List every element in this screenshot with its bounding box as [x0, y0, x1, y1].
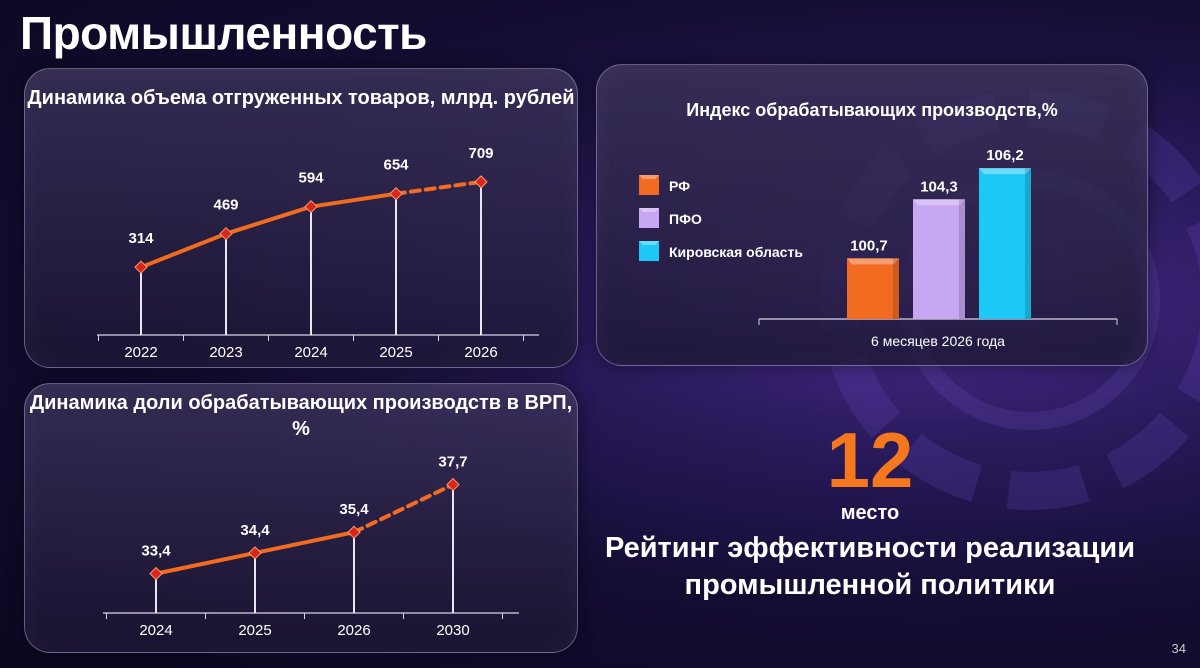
page-title: Промышленность — [20, 7, 427, 59]
shipped-goods-panel: Динамика объема отгруженных товаров, млр… — [24, 68, 578, 368]
data-point-marker — [219, 226, 233, 241]
data-label: 34,4 — [240, 522, 270, 539]
legend-swatch-bevel — [639, 175, 659, 179]
forecast-line-segment — [352, 482, 455, 535]
manufacturing-share-chart: 33,4 2024 34,4 2025 35,4 2026 37,7 2030 — [103, 454, 519, 639]
data-point-marker — [347, 525, 361, 539]
x-tick-label: 6 месяцев 2026 года — [871, 333, 1005, 349]
data-point-marker — [389, 187, 403, 201]
rank-word: место — [840, 502, 900, 524]
x-tick-label: 2024 — [294, 344, 327, 361]
manufacturing-index-chart: 100,7 РФ 104,3 ПФО 106,2 Кировская область 6 м… — [639, 147, 1118, 349]
chart-title: Динамика доли обрабатывающих производств… — [29, 392, 573, 440]
bar-shade — [959, 199, 965, 319]
data-point-marker — [304, 199, 318, 214]
legend-swatch-bevel — [639, 208, 659, 212]
legend-swatch — [639, 208, 659, 228]
x-tick-label: 2026 — [464, 344, 497, 361]
data-label: 709 — [468, 145, 493, 162]
legend-label: РФ — [669, 178, 690, 194]
bar — [847, 258, 899, 319]
legend-swatch-bevel — [639, 241, 659, 245]
chart-title: Индекс обрабатывающих производств,% — [686, 100, 1058, 120]
x-tick-label: 2025 — [238, 622, 271, 639]
bar-value-label: 100,7 — [850, 237, 888, 254]
series-line-segment — [309, 191, 398, 209]
x-tick-label: 2030 — [436, 622, 469, 639]
data-label: 33,4 — [141, 543, 171, 560]
bar-shade — [893, 258, 899, 319]
legend-swatch — [639, 175, 659, 195]
data-label: 654 — [383, 157, 409, 174]
bar-bevel — [913, 199, 965, 206]
bar-value-label: 106,2 — [986, 147, 1024, 164]
rank-number: 12 — [826, 416, 914, 504]
x-tick-label: 2025 — [379, 344, 412, 361]
bar — [979, 168, 1031, 319]
forecast-line-segment — [394, 179, 483, 196]
data-label: 35,4 — [339, 501, 369, 518]
data-label: 469 — [213, 197, 238, 214]
series-line-segment — [253, 530, 356, 555]
shipped-goods-chart: 314 2022 469 2023 594 2024 654 2025 709 2026 — [97, 145, 539, 361]
data-label: 594 — [298, 170, 324, 187]
x-tick-label: 2022 — [124, 344, 157, 361]
x-tick-label: 2023 — [209, 344, 242, 361]
bar-bevel — [979, 168, 1031, 175]
data-point-marker — [134, 260, 148, 274]
bar-shade — [1025, 168, 1031, 319]
data-label: 37,7 — [438, 454, 467, 471]
bar-bevel — [847, 258, 899, 265]
x-tick-label: 2026 — [337, 622, 370, 639]
legend-label: Кировская область — [669, 244, 803, 260]
x-tick-label: 2024 — [139, 622, 172, 639]
chart-title: Динамика объема отгруженных товаров, млр… — [27, 87, 575, 109]
data-point-marker — [446, 477, 460, 492]
series-line-segment — [224, 204, 313, 236]
data-point-marker — [149, 566, 163, 581]
series-line-segment — [139, 231, 228, 270]
legend-swatch — [639, 241, 659, 261]
legend-label: ПФО — [669, 211, 702, 227]
data-point-marker — [474, 175, 488, 189]
bar-value-label: 104,3 — [920, 178, 958, 195]
rank-caption: Рейтинг эффективности реализации промышл… — [604, 532, 1136, 601]
bar — [913, 199, 965, 319]
data-label: 314 — [128, 230, 154, 247]
manufacturing-index-panel: Индекс обрабатывающих производств,% 100,… — [596, 64, 1148, 366]
manufacturing-share-panel: Динамика доли обрабатывающих производств… — [24, 383, 578, 653]
series-line-segment — [154, 550, 257, 576]
page-number: 34 — [1171, 641, 1186, 656]
data-point-marker — [248, 546, 262, 560]
